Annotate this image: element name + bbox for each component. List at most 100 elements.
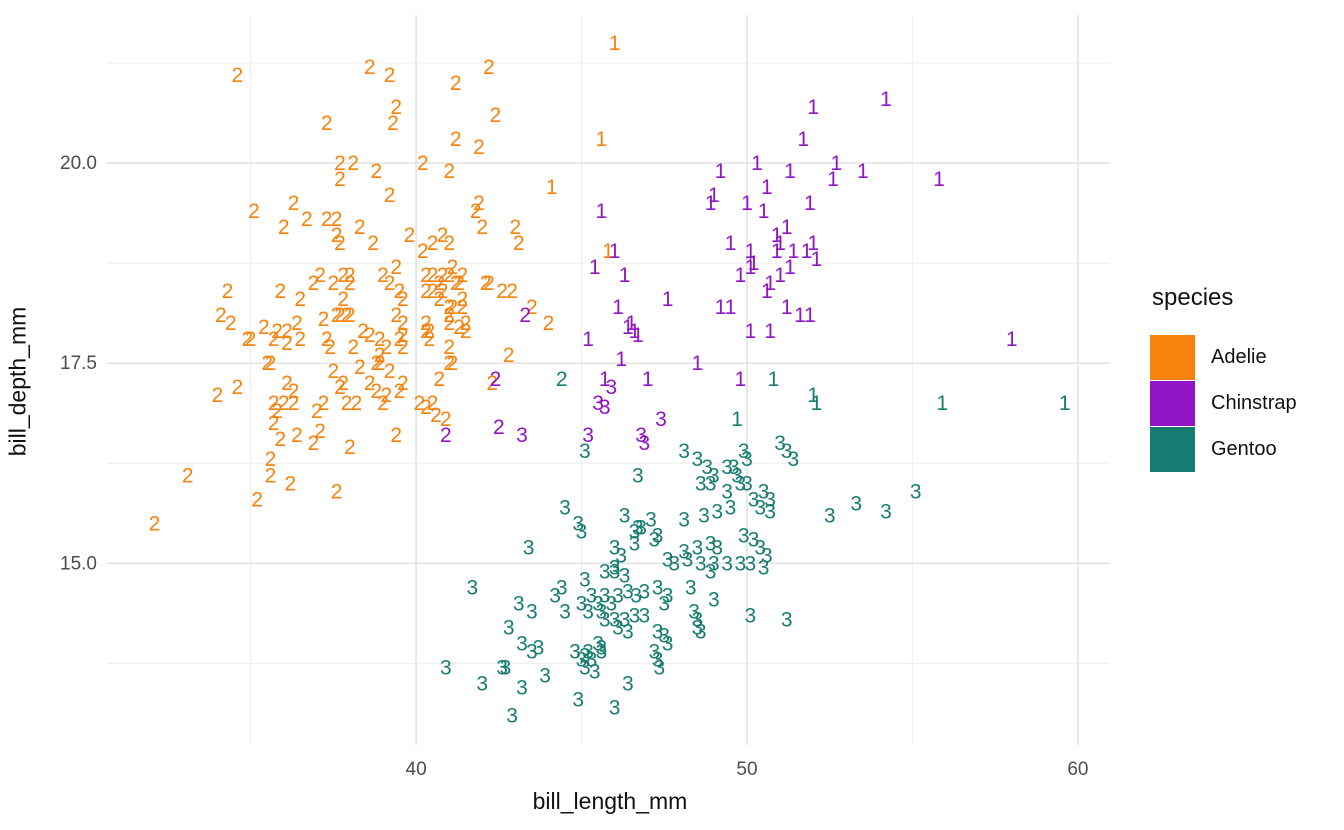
point-label-gentoo: 3 (678, 540, 690, 563)
x-tick-label: 50 (736, 759, 757, 780)
point-label-adelie: 2 (371, 352, 383, 375)
point-label-adelie: 2 (232, 376, 244, 399)
point-label-gentoo: 3 (596, 636, 608, 659)
point-label-adelie: 2 (357, 320, 369, 343)
point-label-gentoo: 3 (648, 528, 660, 551)
point-label-adelie: 2 (232, 64, 244, 87)
point-label-adelie: 2 (420, 280, 432, 303)
point-label-adelie: 2 (526, 296, 538, 319)
point-label-gentoo: 3 (635, 516, 647, 539)
point-label-gentoo: 1 (731, 408, 743, 431)
legend-items: Adelie Chinstrap Gentoo (1150, 334, 1334, 472)
point-label-gentoo: 3 (748, 488, 760, 511)
point-label-adelie: 2 (443, 264, 455, 287)
point-label-gentoo: 3 (579, 440, 591, 463)
point-label-gentoo: 3 (735, 552, 747, 575)
point-label-chinstrap: 1 (811, 248, 823, 271)
point-label-adelie: 2 (331, 304, 343, 327)
point-label-adelie: 2 (496, 280, 508, 303)
point-label-gentoo: 3 (596, 640, 608, 663)
point-label-adelie: 2 (291, 312, 303, 335)
point-label-chinstrap: 2 (440, 424, 452, 447)
point-label-chinstrap: 1 (619, 264, 631, 287)
point-label-chinstrap: 1 (774, 264, 786, 287)
point-label-adelie: 2 (268, 328, 280, 351)
point-label-chinstrap: 1 (751, 152, 763, 175)
point-label-gentoo: 3 (652, 524, 664, 547)
point-label-adelie: 2 (258, 316, 270, 339)
point-label-adelie: 2 (288, 392, 300, 415)
point-label-chinstrap: 1 (797, 128, 809, 151)
point-label-adelie: 2 (447, 256, 459, 279)
point-label-adelie: 2 (384, 272, 396, 295)
point-label-gentoo: 3 (629, 532, 641, 555)
point-label-gentoo: 3 (678, 440, 690, 463)
point-label-adelie: 2 (314, 264, 326, 287)
point-label-gentoo: 3 (692, 448, 704, 471)
point-label-adelie: 2 (281, 332, 293, 355)
point-label-chinstrap: 1 (715, 160, 727, 183)
point-label-gentoo: 3 (698, 504, 710, 527)
point-label-adelie: 2 (390, 96, 402, 119)
point-label-gentoo: 3 (609, 536, 621, 559)
point-label-adelie: 2 (423, 328, 435, 351)
point-label-gentoo: 3 (708, 552, 720, 575)
point-label-adelie: 2 (414, 392, 426, 415)
point-label-adelie: 2 (390, 304, 402, 327)
point-label-adelie: 2 (308, 272, 320, 295)
point-label-adelie: 2 (354, 356, 366, 379)
point-label-adelie: 2 (384, 64, 396, 87)
point-label-chinstrap: 1 (662, 288, 674, 311)
point-label-gentoo: 3 (496, 656, 508, 679)
point-label-adelie: 2 (453, 272, 465, 295)
point-label-gentoo: 3 (781, 440, 793, 463)
point-label-chinstrap: 1 (705, 192, 717, 215)
point-label-gentoo: 3 (589, 660, 601, 683)
point-label-adelie: 2 (384, 184, 396, 207)
point-label-adelie: 2 (423, 320, 435, 343)
point-label-gentoo: 3 (774, 432, 786, 455)
point-label-chinstrap: 2 (493, 416, 505, 439)
point-label-adelie: 2 (341, 392, 353, 415)
point-label-adelie: 2 (420, 396, 432, 419)
point-label-adelie: 2 (278, 216, 290, 239)
x-tick-label: 60 (1067, 759, 1088, 780)
point-label-adelie: 2 (387, 112, 399, 135)
point-label-gentoo: 3 (506, 704, 518, 727)
point-label-chinstrap: 1 (622, 316, 634, 339)
point-label-gentoo: 3 (572, 512, 584, 535)
point-label-gentoo: 3 (781, 608, 793, 631)
point-label-gentoo: 3 (705, 472, 717, 495)
point-label-adelie: 2 (324, 336, 336, 359)
point-label-adelie: 2 (390, 256, 402, 279)
point-label-adelie: 2 (427, 232, 439, 255)
point-label-chinstrap: 1 (708, 184, 720, 207)
point-label-gentoo: 3 (619, 504, 631, 527)
point-label-adelie: 1 (596, 128, 608, 151)
point-label-gentoo: 1 (811, 392, 823, 415)
point-label-gentoo: 3 (754, 536, 766, 559)
point-label-chinstrap: 3 (635, 424, 647, 447)
point-label-gentoo: 3 (549, 584, 561, 607)
point-label-gentoo: 3 (440, 656, 452, 679)
point-label-chinstrap: 1 (933, 168, 945, 191)
point-label-gentoo: 3 (758, 556, 770, 579)
y-tick-label: 17.5 (60, 353, 97, 374)
point-label-adelie: 2 (443, 312, 455, 335)
point-label-adelie: 2 (294, 328, 306, 351)
point-label-adelie: 2 (490, 104, 502, 127)
x-axis-title: bill_length_mm (532, 788, 688, 814)
point-label-adelie: 2 (433, 272, 445, 295)
point-label-gentoo: 3 (880, 500, 892, 523)
point-label-adelie: 2 (301, 208, 313, 231)
point-label-chinstrap: 1 (735, 264, 747, 287)
point-label-adelie: 2 (278, 392, 290, 415)
point-label-adelie: 2 (212, 384, 224, 407)
point-label-adelie: 2 (510, 216, 522, 239)
point-label-adelie: 2 (390, 424, 402, 447)
point-label-adelie: 2 (380, 336, 392, 359)
point-label-chinstrap: 1 (781, 216, 793, 239)
point-label-chinstrap: 3 (605, 376, 617, 399)
point-label-adelie: 2 (265, 448, 277, 471)
